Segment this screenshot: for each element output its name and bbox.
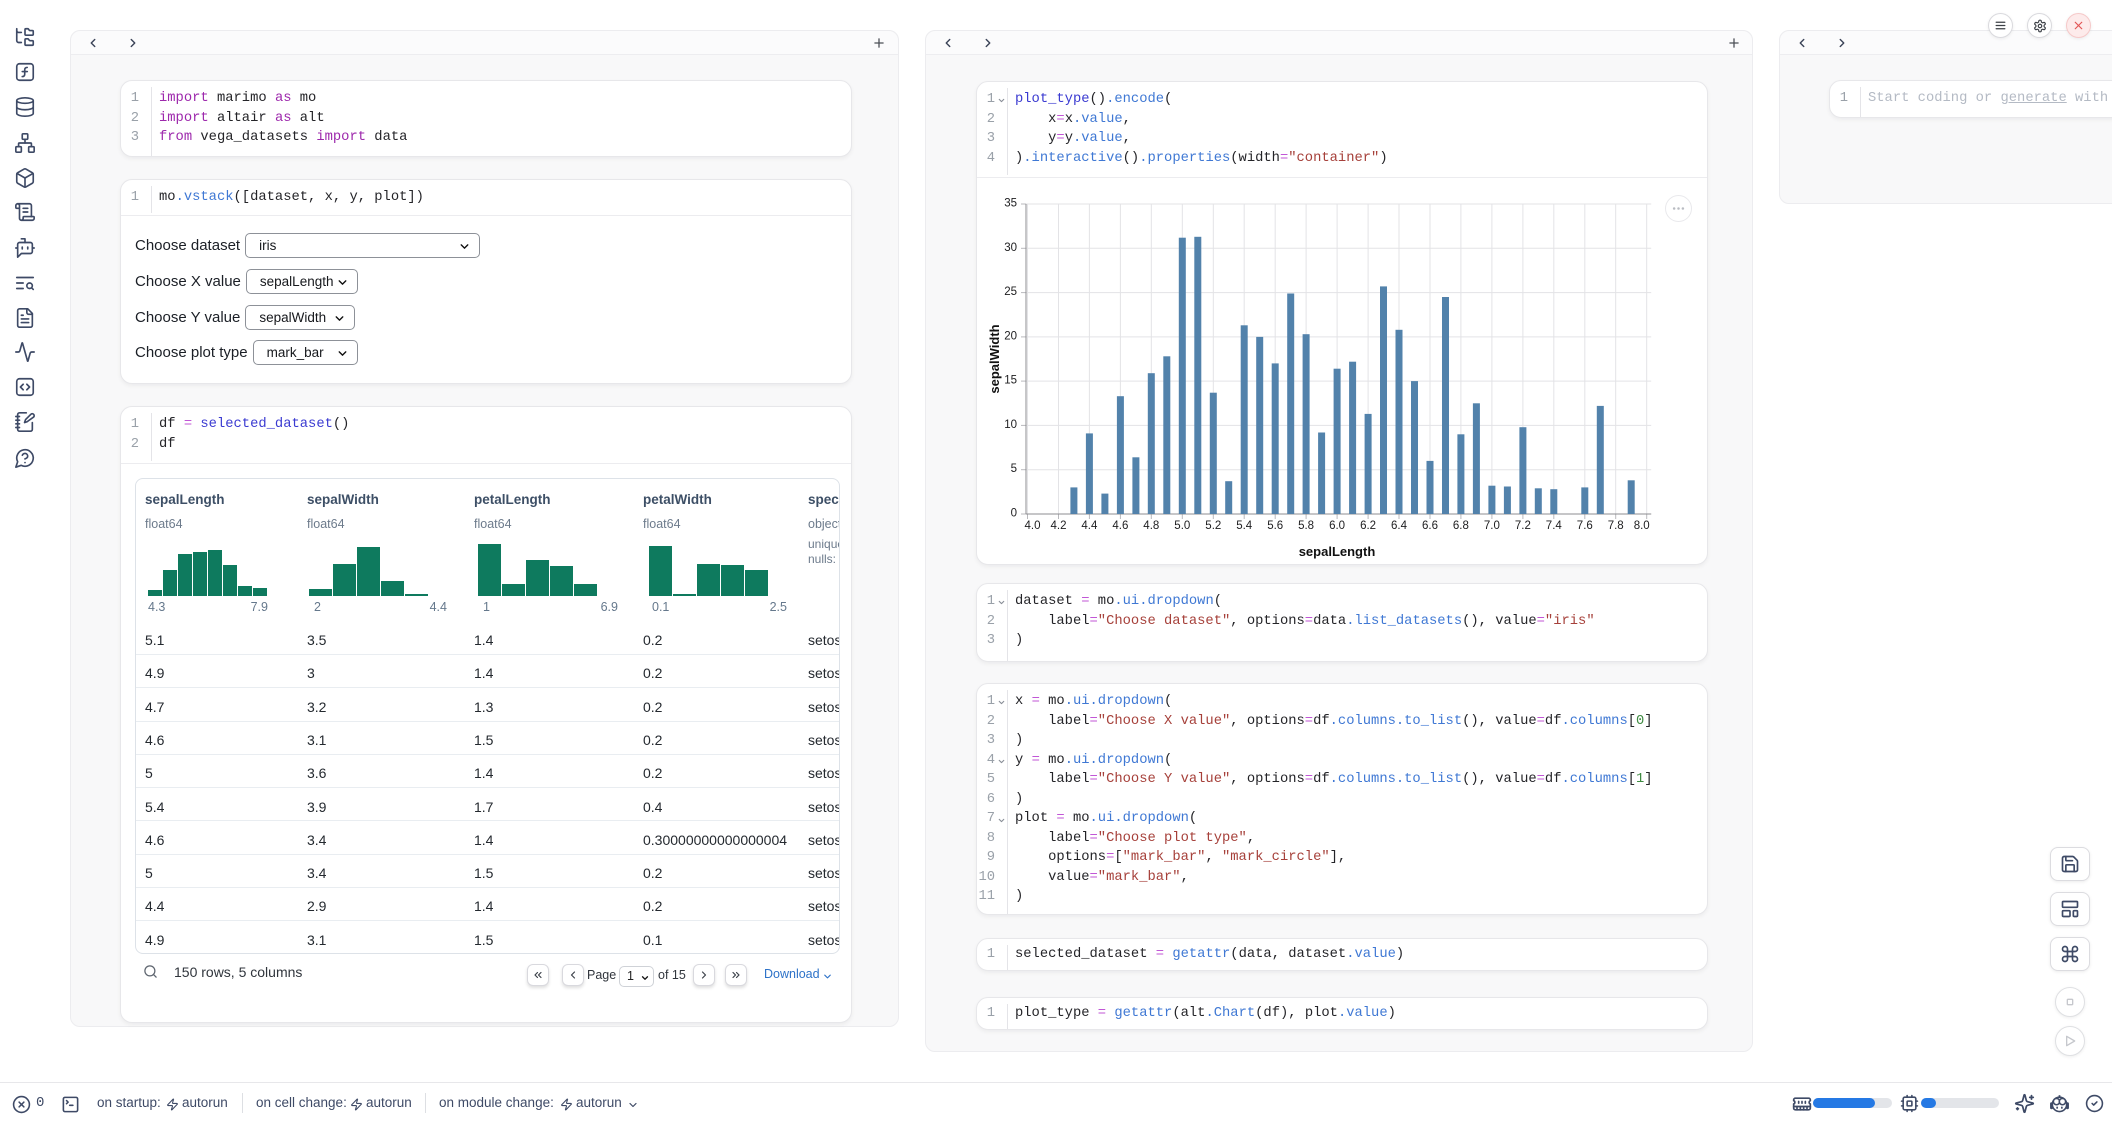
svg-text:4.0: 4.0 [1025, 520, 1041, 532]
svg-text:sepalLength: sepalLength [1299, 544, 1376, 559]
svg-text:4.8: 4.8 [1143, 520, 1159, 532]
svg-text:15: 15 [1004, 375, 1017, 387]
svg-text:sepalWidth: sepalWidth [987, 324, 1002, 393]
svg-text:6.2: 6.2 [1360, 520, 1376, 532]
svg-text:5.2: 5.2 [1205, 520, 1221, 532]
svg-text:7.2: 7.2 [1515, 520, 1531, 532]
svg-text:5.6: 5.6 [1267, 520, 1283, 532]
svg-text:20: 20 [1004, 330, 1017, 342]
svg-text:5.4: 5.4 [1236, 520, 1253, 532]
svg-text:7.8: 7.8 [1608, 520, 1624, 532]
svg-text:6.4: 6.4 [1391, 520, 1408, 532]
svg-text:6.8: 6.8 [1453, 520, 1469, 532]
svg-text:35: 35 [1004, 198, 1017, 210]
svg-text:7.0: 7.0 [1484, 520, 1500, 532]
svg-text:5.0: 5.0 [1174, 520, 1190, 532]
svg-text:25: 25 [1004, 286, 1017, 298]
svg-text:6.0: 6.0 [1329, 520, 1345, 532]
svg-text:7.4: 7.4 [1546, 520, 1563, 532]
svg-text:0: 0 [1011, 508, 1017, 520]
svg-text:10: 10 [1004, 419, 1017, 431]
svg-text:8.0: 8.0 [1634, 520, 1650, 532]
svg-text:30: 30 [1004, 242, 1017, 254]
svg-text:7.6: 7.6 [1577, 520, 1593, 532]
svg-text:6.6: 6.6 [1422, 520, 1438, 532]
svg-text:5.8: 5.8 [1298, 520, 1314, 532]
svg-text:4.4: 4.4 [1081, 520, 1098, 532]
svg-text:4.6: 4.6 [1112, 520, 1128, 532]
svg-text:4.2: 4.2 [1051, 520, 1067, 532]
svg-text:5: 5 [1011, 463, 1017, 475]
